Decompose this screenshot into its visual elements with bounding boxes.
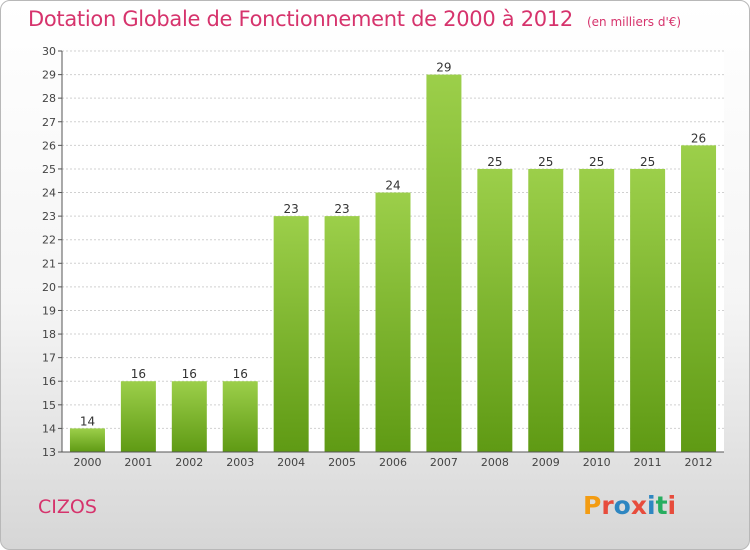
logo-letter: o [613, 491, 631, 520]
x-tick-label: 2009 [532, 456, 560, 469]
y-tick-label: 18 [42, 328, 56, 341]
bar-value-label: 25 [640, 155, 655, 169]
logo-letter: x [630, 491, 647, 520]
y-tick-label: 14 [42, 422, 56, 435]
logo-letter: i [647, 491, 656, 520]
y-tick-label: 30 [42, 45, 56, 58]
y-tick-label: 22 [42, 234, 56, 247]
bar-value-label: 16 [182, 367, 197, 381]
chart-title-text: Dotation Globale de Fonctionnement de 20… [28, 7, 573, 31]
x-tick-label: 2002 [175, 456, 203, 469]
y-tick-label: 23 [42, 210, 56, 223]
x-tick-label: 2010 [583, 456, 611, 469]
bar-value-label: 16 [131, 367, 146, 381]
bar-2004 [273, 216, 309, 452]
proxiti-logo[interactable]: Proxiti [583, 491, 676, 520]
y-tick-label: 29 [42, 69, 56, 82]
bar-value-label: 29 [436, 61, 451, 75]
bar-value-label: 24 [385, 179, 400, 193]
y-tick-label: 26 [42, 139, 56, 152]
bar-value-label: 16 [233, 367, 248, 381]
chart-title: Dotation Globale de Fonctionnement de 20… [28, 7, 681, 31]
bar-value-label: 25 [487, 155, 502, 169]
bar-value-label: 14 [80, 414, 95, 428]
x-tick-label: 2008 [481, 456, 509, 469]
y-tick-label: 21 [42, 257, 56, 270]
logo-letter: P [583, 491, 602, 520]
x-tick-label: 2005 [328, 456, 356, 469]
commune-name: CIZOS [38, 496, 97, 518]
y-tick-label: 20 [42, 281, 56, 294]
bar-2006 [375, 192, 411, 452]
bar-2001 [120, 381, 156, 452]
bar-value-label: 23 [284, 202, 299, 216]
bar-2000 [69, 428, 105, 452]
x-tick-label: 2007 [430, 456, 458, 469]
x-tick-label: 2000 [73, 456, 101, 469]
bar-2012 [681, 145, 717, 452]
bar-2005 [324, 216, 360, 452]
x-tick-label: 2006 [379, 456, 407, 469]
x-tick-label: 2004 [277, 456, 305, 469]
y-tick-label: 25 [42, 163, 56, 176]
y-tick-label: 16 [42, 375, 56, 388]
x-tick-label: 2003 [226, 456, 254, 469]
y-tick-label: 19 [42, 304, 56, 317]
y-tick-label: 15 [42, 399, 56, 412]
bar-value-label: 25 [538, 155, 553, 169]
logo-letter: t [655, 491, 668, 520]
bar-2009 [528, 168, 564, 453]
x-axis: 2000 2001 2002 2003 2004 2005 2006 2007 2008 2009… [62, 451, 724, 469]
y-tick-label: 17 [42, 352, 56, 365]
bar-2008 [477, 168, 513, 453]
logo-letter: r [601, 491, 614, 520]
bar-value-label: 25 [589, 155, 604, 169]
x-tick-label: 2001 [124, 456, 152, 469]
logo-letter: i [667, 491, 677, 520]
y-tick-label: 13 [42, 446, 56, 459]
bar-2011 [630, 168, 666, 453]
bar-2003 [222, 381, 258, 452]
bar-value-label: 23 [334, 202, 349, 216]
y-tick-label: 27 [42, 116, 56, 129]
bar-value-label: 26 [691, 131, 706, 145]
chart-subtitle: (en milliers d'€) [586, 15, 682, 29]
y-axis: 13 14 15 16 17 18 19 20 21 22 23 24 25 26 27 28 29 30 [42, 45, 63, 459]
bars: 14 16 16 16 23 23 24 29 25 25 25 25 26 [69, 61, 717, 453]
bar-2002 [171, 381, 207, 452]
bar-2010 [579, 168, 615, 453]
x-tick-label: 2012 [685, 456, 713, 469]
y-tick-label: 24 [42, 187, 56, 200]
bar-2007 [426, 74, 462, 453]
x-tick-label: 2011 [634, 456, 662, 469]
y-tick-label: 28 [42, 92, 56, 105]
